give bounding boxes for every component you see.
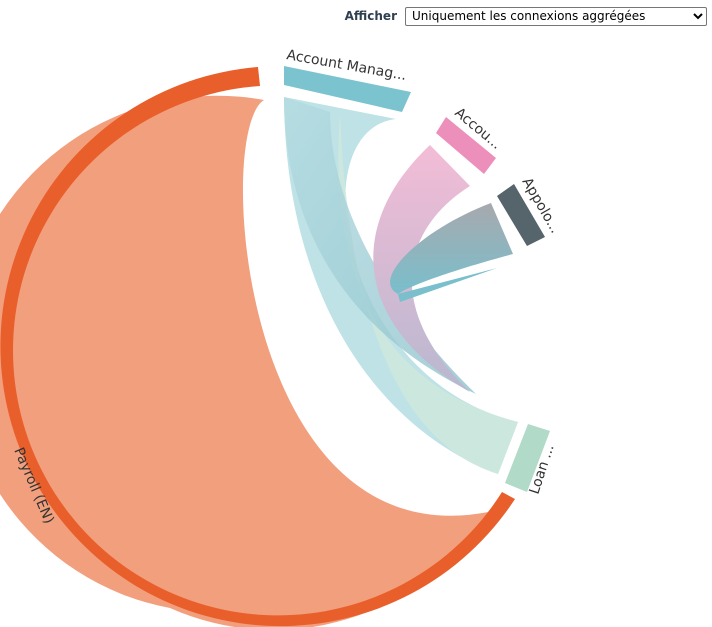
- ribbons: [0, 95, 518, 627]
- ribbon-loan-tint[interactable]: [338, 112, 518, 474]
- group-arcs: [0, 66, 550, 627]
- arc-appolo[interactable]: [497, 184, 545, 246]
- arc-accou[interactable]: [436, 117, 496, 174]
- ribbon-payroll-self[interactable]: [0, 95, 488, 627]
- display-select[interactable]: Uniquement les connexions aggrégées: [405, 6, 707, 26]
- ribbon-accou[interactable]: [373, 145, 470, 392]
- ribbon-account-manag-inner[interactable]: [284, 97, 476, 394]
- display-label: Afficher: [344, 9, 397, 23]
- arc-account-manag[interactable]: [284, 66, 411, 112]
- arc-loan[interactable]: [505, 424, 550, 492]
- display-filter: Afficher Uniquement les connexions aggré…: [345, 6, 707, 26]
- ribbon-appolo[interactable]: [390, 203, 513, 294]
- ribbon-appolo-thin[interactable]: [398, 268, 497, 302]
